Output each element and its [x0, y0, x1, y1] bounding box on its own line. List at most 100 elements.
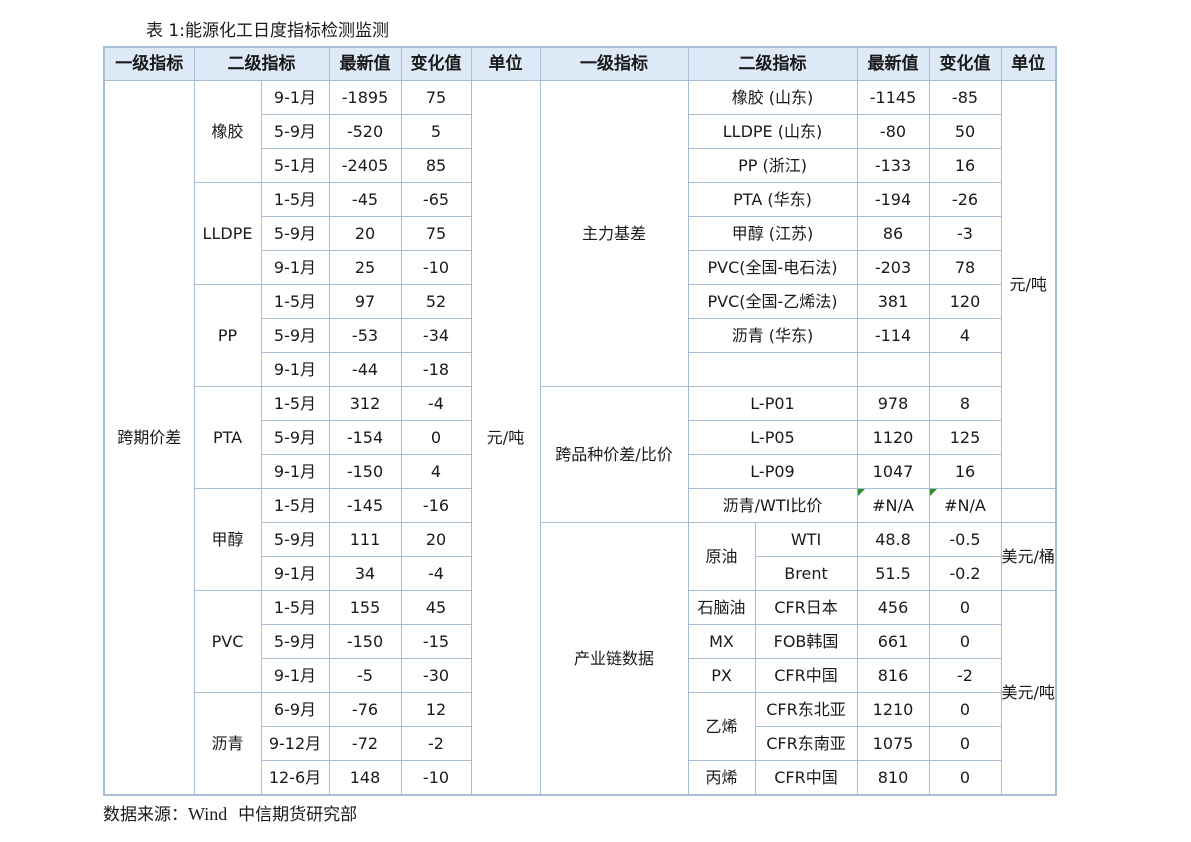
- latest-value: 816: [856, 658, 930, 693]
- change-value: 16: [928, 148, 1002, 183]
- table-row: PVC 1-5月 155 45 石脑油 CFR日本 456 0 美元/吨: [104, 590, 1057, 796]
- period-cell: 9-12月: [260, 726, 330, 761]
- latest-value: -520: [328, 114, 402, 149]
- contract-name: 橡胶: [193, 80, 262, 183]
- spread-item: 沥青/WTI比价: [687, 488, 858, 523]
- change-value: 12: [400, 692, 472, 727]
- header-unit-right: 单位: [1000, 46, 1057, 81]
- latest-value: -1895: [328, 80, 402, 115]
- mx-item: FOB韩国: [754, 624, 858, 659]
- table-row: 9-12月 -72 -2 CFR东南亚 1075 0: [104, 726, 1056, 761]
- period-cell: 1-5月: [260, 386, 330, 421]
- table-row: 9-1月 -5 -30 PX CFR中国 816 -2: [104, 658, 1056, 693]
- table-row: 9-1月 25 -10 PVC(全国-电石法) -203 78: [104, 250, 1056, 285]
- table-caption: 表 1:能源化工日度指标检测监测: [146, 21, 389, 41]
- table-row: 12-6月 148 -10 丙烯 CFR中国 810 0: [104, 760, 1056, 796]
- period-cell: 5-9月: [260, 216, 330, 251]
- change-value: 0: [928, 692, 1002, 727]
- period-cell: 1-5月: [260, 590, 330, 625]
- contract-name: PVC: [193, 590, 262, 693]
- latest-value: 810: [856, 760, 930, 796]
- change-value: -2: [400, 726, 472, 761]
- latest-value: -203: [856, 250, 930, 285]
- period-cell: 5-1月: [260, 148, 330, 183]
- change-value: -26: [928, 182, 1002, 217]
- table-row: 甲醇 1-5月 -145 -16 沥青/WTI比价 #N/A #N/A: [104, 488, 1057, 591]
- basis-item: LLDPE (山东): [687, 114, 858, 149]
- basis-category: 主力基差: [539, 80, 689, 387]
- latest-value: -154: [328, 420, 402, 455]
- basis-item: [687, 352, 858, 387]
- period-cell: 9-1月: [260, 250, 330, 285]
- table-row: 5-9月 -53 -34 沥青 (华东) -114 4: [104, 318, 1056, 353]
- cross-period-category: 跨期价差: [103, 80, 195, 796]
- contract-name: PP: [193, 284, 262, 387]
- period-cell: 1-5月: [260, 488, 330, 523]
- period-cell: 9-1月: [260, 658, 330, 693]
- mx-name: MX: [687, 624, 756, 659]
- basis-item: 沥青 (华东): [687, 318, 858, 353]
- change-value: -15: [400, 624, 472, 659]
- latest-value: 155: [328, 590, 402, 625]
- naphtha-item: CFR日本: [754, 590, 858, 625]
- header-level1: 一级指标: [103, 46, 195, 81]
- latest-value: -5: [328, 658, 402, 693]
- basis-item: 橡胶 (山东): [687, 80, 858, 115]
- latest-value: 111: [328, 522, 402, 557]
- spread-item: L-P01: [687, 386, 858, 421]
- latest-value: -80: [856, 114, 930, 149]
- contract-name: PTA: [193, 386, 262, 489]
- header-change: 变化值: [400, 46, 472, 81]
- change-value: [928, 352, 1002, 387]
- unit-cell: 美元/桶: [1000, 522, 1057, 591]
- latest-value: 86: [856, 216, 930, 251]
- period-cell: 12-6月: [260, 760, 330, 796]
- latest-value: -145: [328, 488, 402, 523]
- header-change-right: 变化值: [928, 46, 1002, 81]
- naphtha-name: 石脑油: [687, 590, 756, 625]
- period-cell: 1-5月: [260, 284, 330, 319]
- latest-value: -114: [856, 318, 930, 353]
- header-unit: 单位: [470, 46, 541, 81]
- change-value: 125: [928, 420, 1002, 455]
- latest-value: 312: [328, 386, 402, 421]
- header-level1-right: 一级指标: [539, 46, 689, 81]
- change-value: -34: [400, 318, 472, 353]
- change-value: -65: [400, 182, 472, 217]
- change-value: -85: [928, 80, 1002, 115]
- propylene-name: 丙烯: [687, 760, 756, 796]
- change-value: 20: [400, 522, 472, 557]
- px-item: CFR中国: [754, 658, 858, 693]
- change-value: 4: [400, 454, 472, 489]
- table-row: PTA 1-5月 312 -4 跨品种价差/比价 L-P01 978 8: [104, 386, 1056, 523]
- latest-value: 1075: [856, 726, 930, 761]
- latest-value: -44: [328, 352, 402, 387]
- period-cell: 9-1月: [260, 352, 330, 387]
- contract-name: 甲醇: [193, 488, 262, 591]
- change-value: 52: [400, 284, 472, 319]
- change-value: -2: [928, 658, 1002, 693]
- latest-value: 97: [328, 284, 402, 319]
- table-row: 9-1月 34 -4 Brent 51.5 -0.2: [104, 556, 1056, 591]
- change-value: -10: [400, 760, 472, 796]
- propylene-item: CFR中国: [754, 760, 858, 796]
- contract-name: LLDPE: [193, 182, 262, 285]
- latest-value: 456: [856, 590, 930, 625]
- unit-cell: 元/吨: [1000, 80, 1057, 489]
- spread-item: L-P09: [687, 454, 858, 489]
- latest-value: -150: [328, 454, 402, 489]
- table-row: 5-9月 111 20 产业链数据 原油 WTI 48.8 -0.5 美元/桶: [104, 522, 1057, 796]
- period-cell: 5-9月: [260, 522, 330, 557]
- latest-value: -194: [856, 182, 930, 217]
- latest-value: 1210: [856, 692, 930, 727]
- latest-value: -2405: [328, 148, 402, 183]
- change-value: -16: [400, 488, 472, 523]
- change-value: -18: [400, 352, 472, 387]
- basis-item: PP (浙江): [687, 148, 858, 183]
- change-value: -3: [928, 216, 1002, 251]
- latest-value: 381: [856, 284, 930, 319]
- ethylene-item: CFR东南亚: [754, 726, 858, 761]
- latest-value: #N/A: [856, 488, 930, 523]
- table-row: 5-9月 -520 5 LLDPE (山东) -80 50: [104, 114, 1056, 149]
- latest-value: -1145: [856, 80, 930, 115]
